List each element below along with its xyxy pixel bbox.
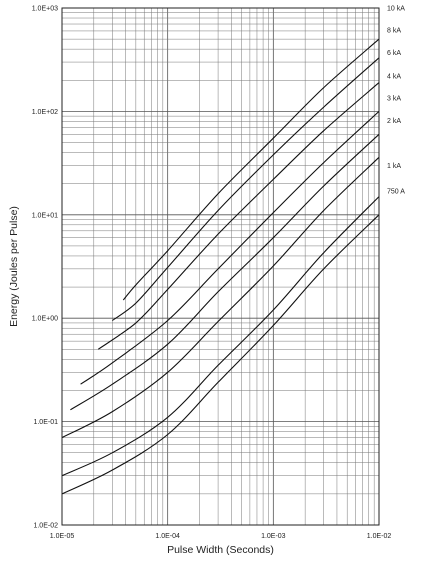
y-tick-label: 1.0E+00: [32, 316, 58, 323]
x-tick-label: 1.0E-04: [155, 533, 180, 540]
y-tick-labels: 1.0E-02 1.0E-01 1.0E+00 1.0E+01 1.0E+02 1.0E+…: [32, 6, 58, 530]
series-label: 10 kA: [387, 6, 405, 13]
y-tick-label: 1.0E+01: [32, 212, 58, 219]
y-axis-title: Energy (Joules per Pulse): [8, 206, 20, 327]
y-tick-label: 1.0E+02: [32, 109, 58, 116]
series-label: 6 kA: [387, 50, 401, 57]
x-axis-title: Pulse Width (Seconds): [167, 544, 274, 556]
series-line: [61, 156, 380, 439]
series-line: [112, 57, 380, 321]
series-label: 8 kA: [387, 28, 401, 35]
y-tick-label: 1.0E+03: [32, 6, 58, 13]
plot-frame: [61, 7, 380, 526]
x-tick-labels: 1.0E-05 1.0E-04 1.0E-03 1.0E-02: [50, 533, 392, 540]
series-line: [122, 38, 380, 301]
series-line: [61, 214, 380, 495]
y-tick-label: 1.0E-01: [33, 419, 58, 426]
curves: [61, 38, 380, 495]
x-tick-label: 1.0E-03: [261, 533, 286, 540]
series-line: [61, 196, 380, 477]
x-tick-label: 1.0E-05: [50, 533, 75, 540]
series-label: 1 kA: [387, 163, 401, 170]
y-tick-label: 1.0E-02: [33, 523, 58, 530]
series-label: 2 kA: [387, 118, 401, 125]
series-label: 4 kA: [387, 73, 401, 80]
series-labels: 10 kA 8 kA 6 kA 4 kA 3 kA 2 kA 1 kA 750 A: [387, 6, 405, 196]
series-line: [80, 110, 380, 385]
series-label: 3 kA: [387, 95, 401, 102]
x-tick-label: 1.0E-02: [367, 533, 392, 540]
grid: [61, 8, 379, 526]
series-line: [70, 133, 380, 411]
series-label: 750 A: [387, 188, 405, 195]
series-line: [97, 82, 380, 350]
